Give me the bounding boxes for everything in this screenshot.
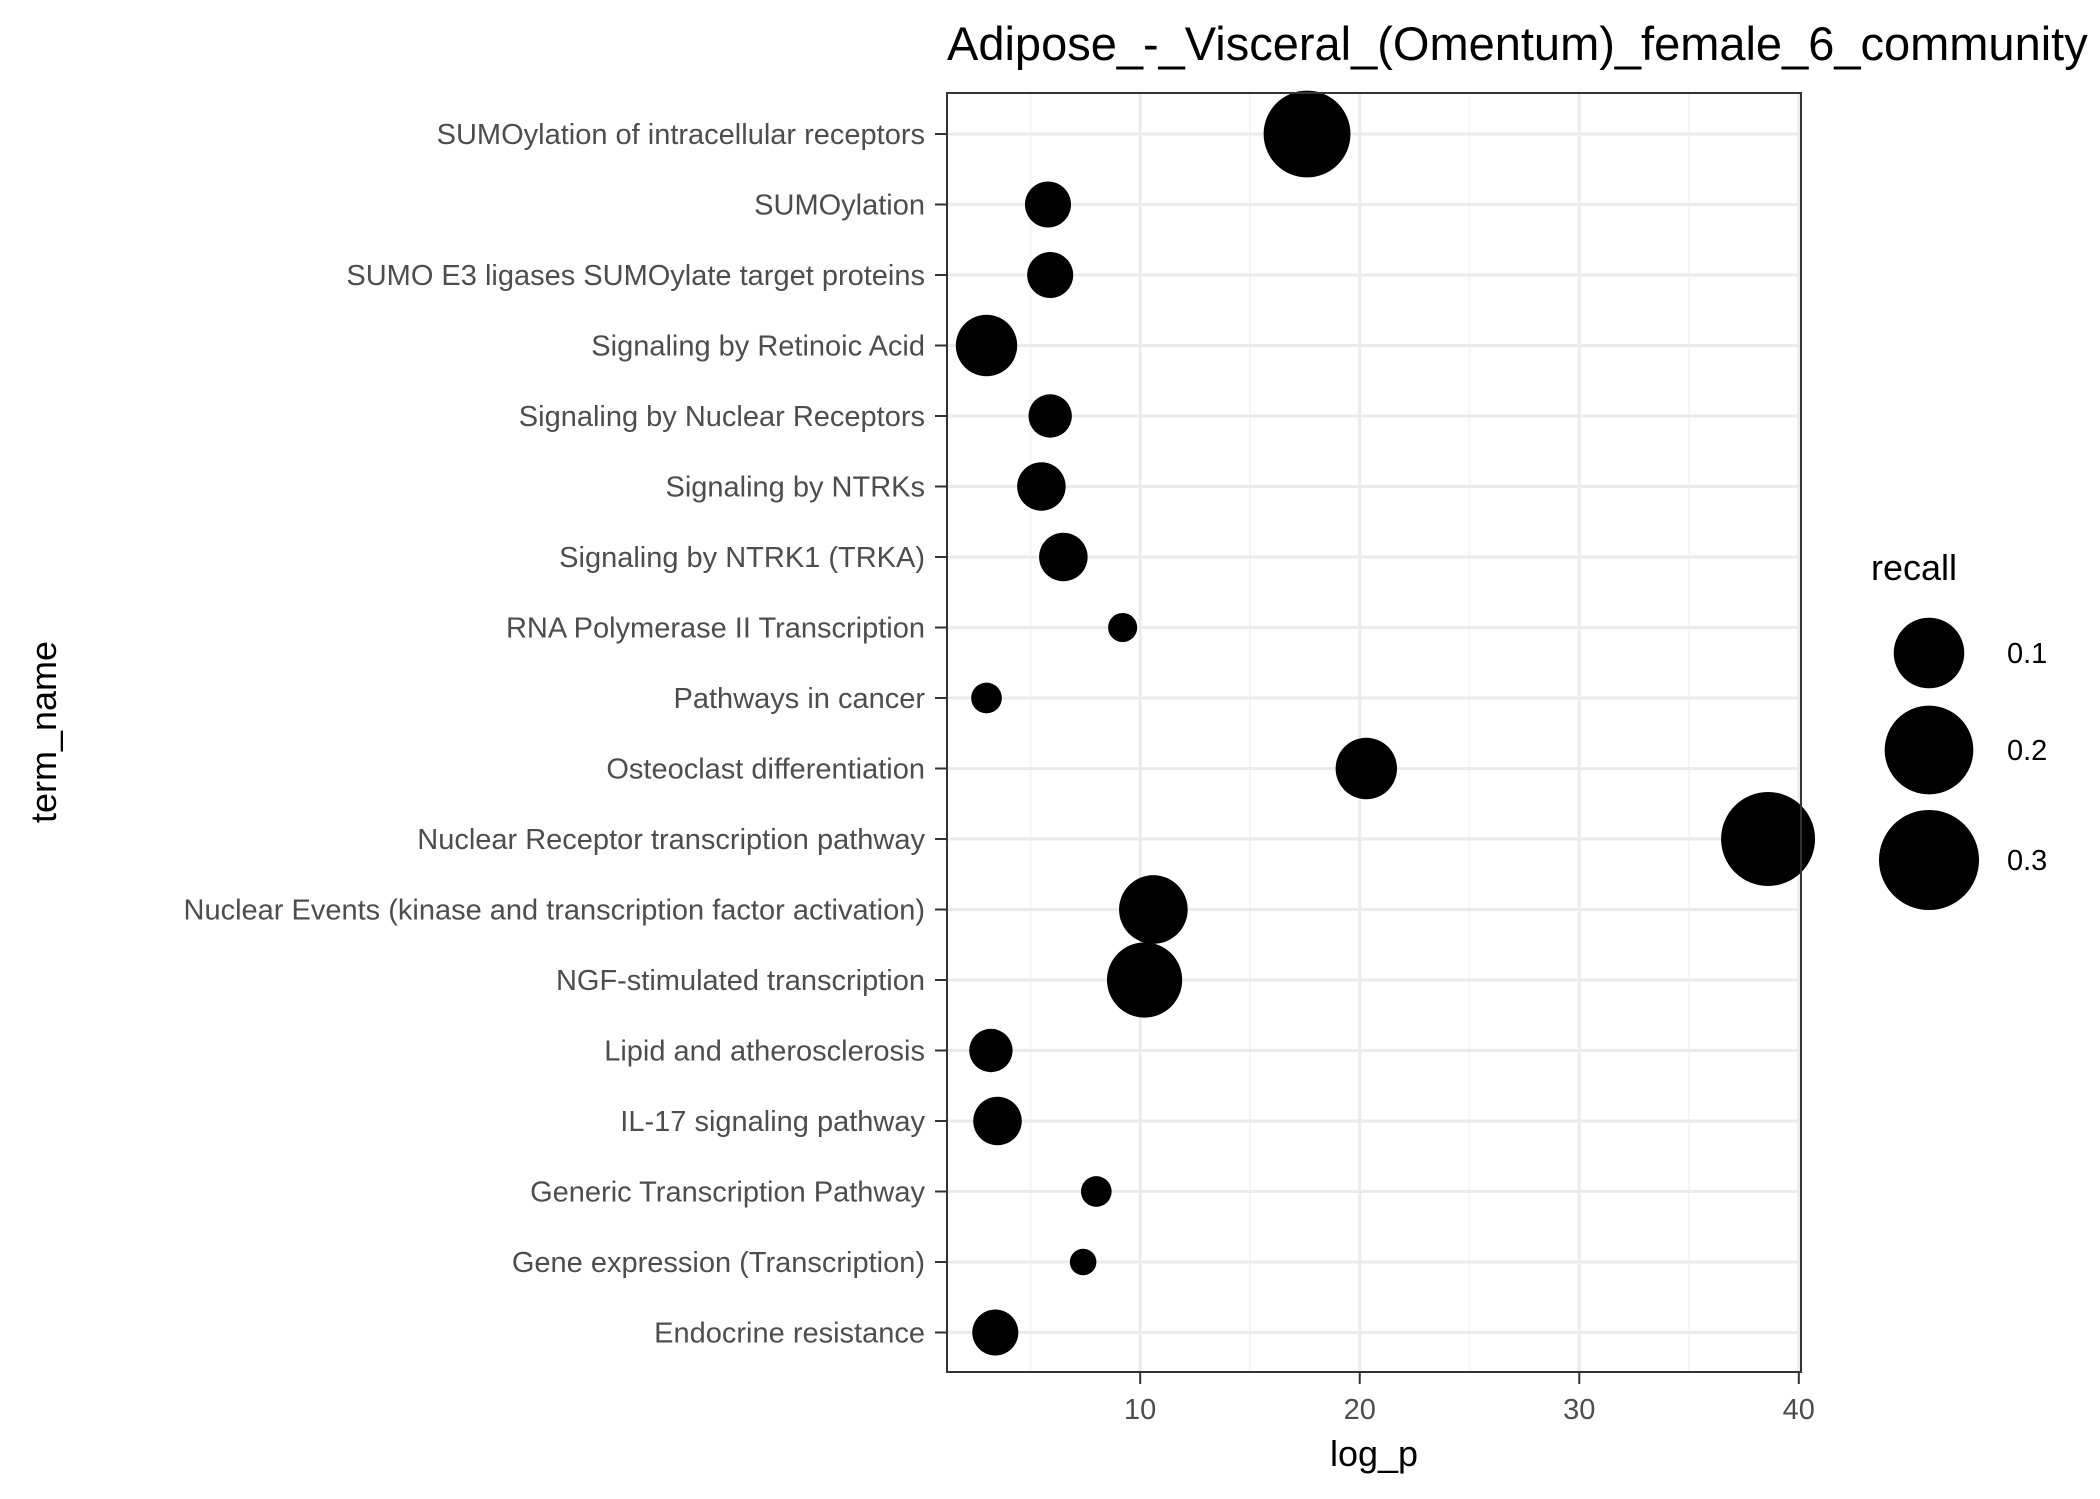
y-tick-label: RNA Polymerase II Transcription	[506, 613, 925, 645]
data-point	[955, 314, 1018, 377]
chart-title: Adipose_-_Visceral_(Omentum)_female_6_co…	[947, 17, 2088, 70]
legend-key	[1893, 617, 1965, 689]
x-axis-title: log_p	[1330, 1433, 1418, 1474]
y-tick-label: SUMOylation	[754, 190, 925, 222]
y-tick-label: Osteoclast differentiation	[606, 754, 925, 786]
data-point	[1335, 737, 1398, 800]
y-axis: SUMOylation of intracellular receptors SU…	[184, 119, 947, 1350]
legend-title: recall	[1871, 547, 1957, 588]
y-tick-label: SUMOylation of intracellular receptors	[437, 119, 925, 151]
data-point	[1119, 875, 1188, 944]
y-tick-label: Generic Transcription Pathway	[530, 1177, 925, 1209]
data-points	[955, 90, 1816, 1356]
data-point	[973, 1096, 1022, 1146]
y-tick-label: NGF-stimulated transcription	[556, 965, 925, 997]
x-tick-label: 20	[1344, 1394, 1376, 1426]
panel-border	[946, 92, 1802, 1373]
legend-key	[1878, 809, 1980, 911]
data-point	[1263, 90, 1351, 178]
y-tick-label: Signaling by Retinoic Acid	[591, 331, 925, 363]
data-point	[1024, 181, 1072, 228]
data-point	[1069, 1248, 1097, 1276]
legend-label: 0.2	[2007, 735, 2047, 767]
data-point	[1106, 942, 1183, 1018]
y-tick-label: IL-17 signaling pathway	[620, 1106, 925, 1138]
y-tick-label: Endocrine resistance	[654, 1318, 925, 1350]
x-axis: 10 20 30 40	[1124, 1372, 1815, 1426]
y-tick-label: Nuclear Receptor transcription pathway	[417, 824, 925, 856]
y-tick-label: Gene expression (Transcription)	[512, 1247, 925, 1279]
y-axis-title: term_name	[23, 641, 64, 823]
legend-label: 0.1	[2007, 638, 2047, 670]
y-tick-label: SUMO E3 ligases SUMOylate target protein…	[346, 260, 925, 292]
y-tick-label: Nuclear Events (kinase and transcription…	[184, 895, 925, 927]
data-point	[1039, 532, 1088, 582]
x-tick-label: 30	[1563, 1394, 1595, 1426]
panel-background	[947, 93, 1801, 1372]
data-point	[971, 682, 1002, 714]
data-point	[1017, 462, 1066, 511]
y-tick-label: Signaling by NTRKs	[666, 472, 926, 504]
data-point	[972, 1309, 1019, 1356]
data-point	[1028, 394, 1072, 438]
x-tick-label: 40	[1783, 1394, 1815, 1426]
data-point	[1080, 1176, 1112, 1207]
plot-panel	[946, 90, 1816, 1373]
legend-key	[1884, 705, 1974, 795]
data-point	[1027, 251, 1074, 299]
size-legend: recall 0.1 0.2 0.3	[1871, 547, 2047, 911]
data-point	[1108, 612, 1138, 643]
data-point	[969, 1028, 1013, 1073]
x-tick-label: 10	[1124, 1394, 1156, 1426]
y-tick-label: Signaling by Nuclear Receptors	[519, 401, 925, 433]
y-tick-label: Lipid and atherosclerosis	[604, 1036, 925, 1068]
y-tick-label: Signaling by NTRK1 (TRKA)	[559, 542, 925, 574]
y-tick-label: Pathways in cancer	[674, 683, 926, 715]
data-point	[1721, 792, 1816, 886]
legend-label: 0.3	[2007, 845, 2047, 877]
